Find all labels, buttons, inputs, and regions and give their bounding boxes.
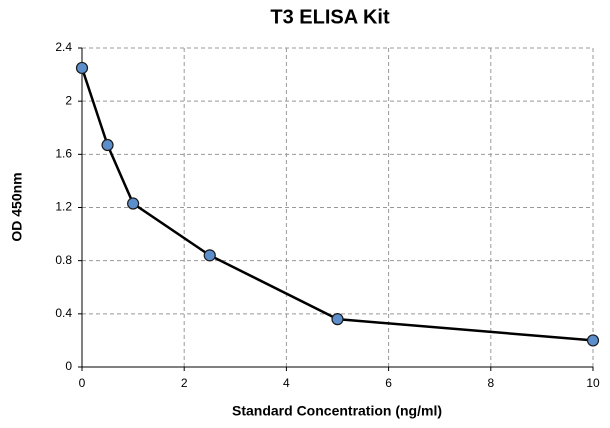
y-tick-label: 0.4 (55, 306, 72, 320)
y-tick-label: 0 (65, 359, 72, 373)
y-tick-label: 2.4 (55, 40, 72, 54)
data-point (101, 138, 114, 152)
x-tick-label: 0 (79, 376, 86, 390)
data-point (203, 249, 216, 262)
y-tick-label: 1.6 (55, 147, 72, 161)
data-point (75, 61, 89, 75)
x-tick-label: 8 (487, 376, 494, 390)
y-tick-label: 1.2 (55, 200, 72, 214)
series-line (80, 67, 594, 342)
chart-title: T3 ELISA Kit (270, 6, 390, 28)
x-tick-label: 4 (283, 376, 290, 390)
x-tick-label: 6 (385, 376, 392, 390)
y-tick-label: 2 (65, 93, 72, 107)
x-tick-label: 10 (586, 376, 600, 390)
y-tick-label: 0.8 (55, 253, 72, 267)
x-axis-label: Standard Concentration (ng/ml) (232, 403, 442, 419)
data-point (127, 197, 140, 210)
y-axis-label: OD 450nm (9, 172, 25, 241)
data-point (586, 334, 600, 347)
x-tick-label: 2 (181, 376, 188, 390)
data-point (331, 313, 344, 326)
